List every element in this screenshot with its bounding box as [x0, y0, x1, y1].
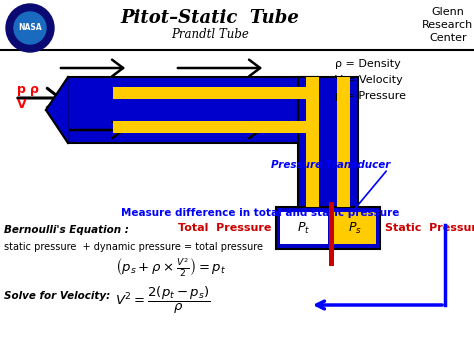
Text: Pitot–Static  Tube: Pitot–Static Tube [120, 9, 300, 27]
Text: Static  Pressure: Static Pressure [385, 223, 474, 233]
Polygon shape [46, 77, 68, 143]
Text: Prandtl Tube: Prandtl Tube [171, 27, 249, 40]
Text: NASA: NASA [18, 23, 42, 33]
Text: Total  Pressure: Total Pressure [178, 223, 271, 233]
Bar [306, 77, 319, 207]
Text: $P_t$: $P_t$ [297, 220, 310, 236]
Text: $\left( p_s + \rho \times \frac{V^2}{2} \right) = p_t$: $\left( p_s + \rho \times \frac{V^2}{2} … [115, 257, 226, 279]
Text: static pressure  + dynamic pressure = total pressure: static pressure + dynamic pressure = tot… [4, 242, 263, 252]
Circle shape [14, 12, 46, 44]
Text: p: p [17, 83, 26, 97]
Text: ρ: ρ [30, 83, 39, 97]
Text: $V^2 = \dfrac{2\left(p_t - p_s\right)}{\rho}$: $V^2 = \dfrac{2\left(p_t - p_s\right)}{\… [115, 284, 210, 316]
Bar [113, 121, 318, 133]
Bar [68, 77, 318, 143]
Text: Pressure Transducer: Pressure Transducer [271, 160, 390, 170]
Circle shape [6, 4, 54, 52]
Text: V = Velocity: V = Velocity [335, 75, 403, 85]
Bar [280, 212, 328, 244]
Text: p = Pressure: p = Pressure [335, 91, 406, 101]
Text: V: V [17, 98, 27, 110]
Text: $P_s$: $P_s$ [348, 220, 362, 236]
Bar [329, 202, 334, 266]
Text: ρ = Density: ρ = Density [335, 59, 401, 69]
Text: Glenn
Research
Center: Glenn Research Center [422, 7, 474, 43]
Bar [276, 207, 380, 249]
Bar [334, 212, 376, 244]
Bar [113, 87, 318, 99]
Text: Measure difference in total and static pressure: Measure difference in total and static p… [121, 208, 399, 218]
Bar [337, 77, 350, 207]
Text: Solve for Velocity:: Solve for Velocity: [4, 291, 110, 301]
Bar [298, 77, 358, 207]
Text: Bernoulli's Equation :: Bernoulli's Equation : [4, 225, 129, 235]
